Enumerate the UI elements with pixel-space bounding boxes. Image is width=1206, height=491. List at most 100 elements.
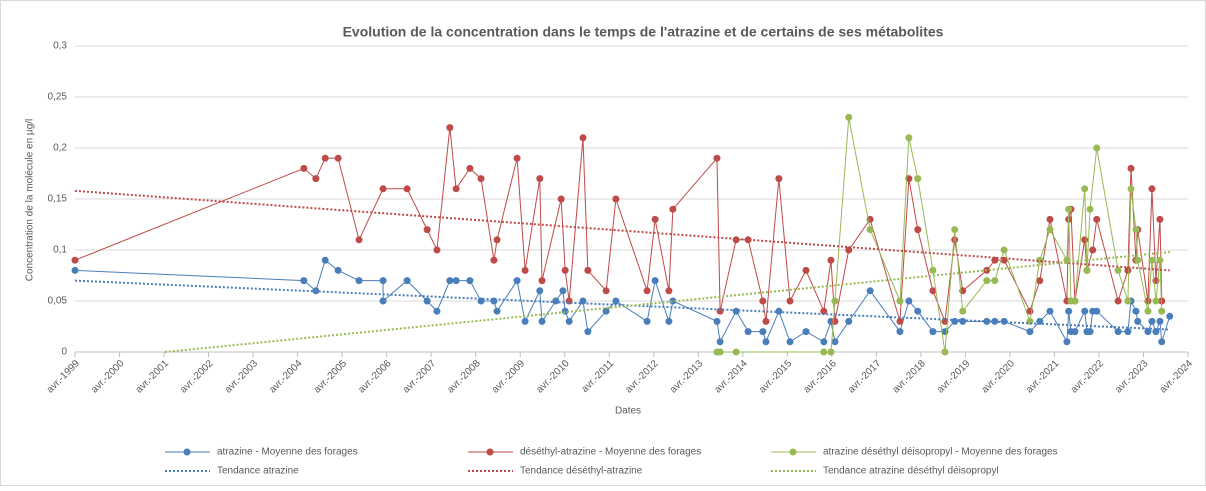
chart-title: Evolution de la concentration dans le te… [343,24,944,40]
point [1063,338,1071,346]
point [827,256,835,264]
point [1081,236,1089,244]
legend-label: déséthyl-atrazine - Moyenne des forages [520,447,701,458]
point [716,348,724,356]
point [665,287,673,295]
point [355,236,363,244]
point [786,297,794,305]
point [584,328,592,336]
point [914,307,922,315]
point [452,185,460,193]
point [1114,266,1122,274]
point [1065,307,1073,315]
y-axis-label: Concentration de la molécule en µg/l [25,119,36,282]
point [905,297,913,305]
point [477,175,485,183]
point [452,277,460,285]
point [896,297,904,305]
legend-label: Tendance atrazine [217,466,299,477]
point [762,317,770,325]
point [446,277,454,285]
point [1127,185,1135,193]
point [896,328,904,336]
point [1124,297,1132,305]
point [929,328,937,336]
point [744,236,752,244]
point [423,297,431,305]
point [1046,226,1054,234]
legend-label: Tendance atrazine déséthyl déisopropyl [823,466,999,477]
legend-marker [486,448,494,456]
legend-label: Tendance déséthyl-atrazine [520,466,643,477]
point [831,297,839,305]
point [1089,246,1097,254]
point [1036,317,1044,325]
point [513,277,521,285]
point [1083,266,1091,274]
point [1086,205,1094,213]
point [1134,256,1142,264]
point [866,226,874,234]
point [896,317,904,325]
point [762,338,770,346]
point [959,307,967,315]
point [1065,205,1073,213]
point [1144,307,1152,315]
point [493,307,501,315]
point [820,307,828,315]
point [643,317,651,325]
point [866,287,874,295]
point [1158,307,1166,315]
y-tick-label: 0 [61,347,67,358]
y-tick-label: 0,25 [48,92,68,103]
point [802,266,810,274]
point [379,297,387,305]
point [1086,328,1094,336]
point [713,154,721,162]
point [802,328,810,336]
point [490,256,498,264]
point [300,277,308,285]
point [1093,144,1101,152]
point [951,226,959,234]
point [744,328,752,336]
point [1124,266,1132,274]
point [1124,328,1132,336]
point [1148,317,1156,325]
y-tick-label: 0,05 [48,296,68,307]
point [845,113,853,121]
point [914,226,922,234]
point [905,134,913,142]
point [941,348,949,356]
point [433,307,441,315]
point [403,185,411,193]
point [1093,215,1101,223]
point [716,338,724,346]
point [446,124,454,132]
point [1166,312,1174,320]
point [561,266,569,274]
point [951,236,959,244]
point [669,205,677,213]
point [71,266,79,274]
point [602,307,610,315]
point [1046,307,1054,315]
point [1026,328,1034,336]
point [665,317,673,325]
series-line [74,127,1163,322]
point [1156,215,1164,223]
point [1000,246,1008,254]
point [612,297,620,305]
point [1000,317,1008,325]
point [951,317,959,325]
point [1127,164,1135,172]
point [536,287,544,295]
point [538,317,546,325]
point [1134,317,1142,325]
point [1156,317,1164,325]
point [1156,256,1164,264]
point [1036,277,1044,285]
point [820,348,828,356]
